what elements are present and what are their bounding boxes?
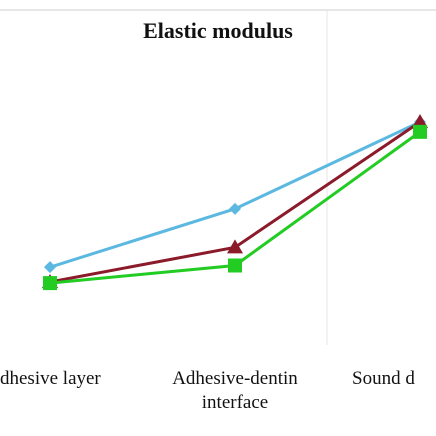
marker [228, 258, 242, 273]
marker [227, 239, 243, 254]
marker [413, 124, 427, 139]
x-tick-label: dhesive layer [0, 368, 101, 389]
marker [44, 261, 56, 274]
marker [412, 113, 428, 128]
x-tick-label: Sound d [352, 368, 415, 389]
marker [43, 276, 57, 291]
x-tick-label: Adhesive-dentin interface [172, 368, 298, 413]
marker [229, 202, 241, 215]
chart-title: Elastic modulus [143, 18, 293, 43]
line [49, 120, 421, 284]
